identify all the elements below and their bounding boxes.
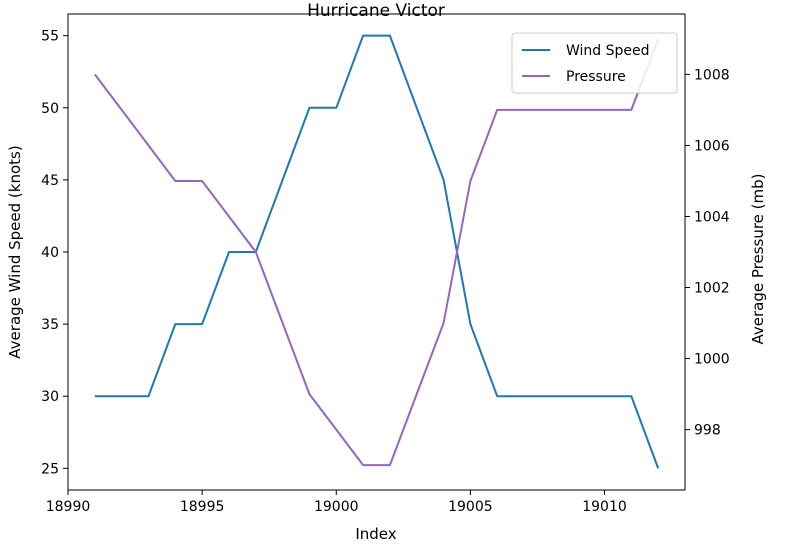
right-y-axis-label: Average Pressure (mb) <box>749 173 767 344</box>
left-y-tick-label: 55 <box>41 29 59 45</box>
right-y-tick-label: 1000 <box>694 352 730 368</box>
x-axis-label: Index <box>355 525 396 543</box>
left-y-tick-label: 50 <box>41 101 59 117</box>
right-y-tick-label: 1002 <box>694 281 730 297</box>
x-tick-label: 18990 <box>46 499 91 515</box>
plot-frame <box>67 13 686 491</box>
x-tick-label: 19005 <box>448 499 493 515</box>
series-line-pressure <box>94 38 660 467</box>
legend: Wind Speed Pressure <box>511 32 678 94</box>
left-y-axis-label: Average Wind Speed (knots) <box>6 145 24 358</box>
left-y-tick-label: 35 <box>41 317 59 333</box>
x-tick-label: 18995 <box>180 499 225 515</box>
right-y-tick-label: 998 <box>694 423 721 439</box>
legend-label-pressure: Pressure <box>566 69 626 85</box>
left-y-tick-label: 25 <box>41 461 59 477</box>
legend-box <box>511 32 678 94</box>
x-tick-label: 19000 <box>314 499 359 515</box>
left-y-tick-label: 30 <box>41 389 59 405</box>
series-layer <box>94 34 660 469</box>
x-tick-label: 19010 <box>582 499 627 515</box>
left-y-tick-label: 40 <box>41 245 59 261</box>
right-y-tick-label: 1008 <box>694 67 730 83</box>
legend-label-wind-speed: Wind Speed <box>566 43 650 59</box>
chart-title: Hurricane Victor <box>307 1 445 21</box>
right-y-tick-label: 1004 <box>694 209 730 225</box>
left-y-tick-label: 45 <box>41 173 59 189</box>
x-axis-ticks: 18990 18995 19000 19005 19010 <box>46 490 627 515</box>
left-y-axis-ticks: 25 30 35 40 45 50 55 <box>41 29 68 477</box>
right-y-tick-label: 1006 <box>694 138 730 154</box>
series-line-wind-speed <box>94 34 660 469</box>
right-y-axis-ticks: 998 1000 1002 1004 1006 1008 <box>685 67 730 439</box>
